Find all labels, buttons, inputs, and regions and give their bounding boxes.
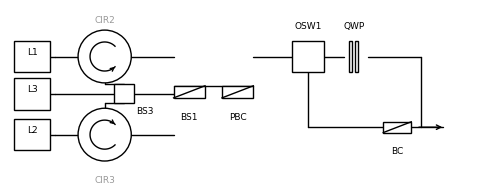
Text: L1: L1 — [27, 48, 37, 57]
Text: OSW1: OSW1 — [293, 22, 321, 31]
Text: L2: L2 — [27, 126, 37, 135]
Bar — [114, 84, 134, 103]
Bar — [173, 86, 205, 98]
Text: BS3: BS3 — [136, 107, 153, 116]
Bar — [14, 41, 50, 72]
Bar — [348, 41, 351, 72]
Bar — [354, 41, 357, 72]
Text: BC: BC — [390, 147, 403, 156]
Text: CIR2: CIR2 — [94, 16, 115, 24]
Text: PBC: PBC — [228, 113, 246, 122]
Text: QWP: QWP — [342, 22, 363, 31]
Bar — [382, 122, 410, 133]
Bar — [14, 78, 50, 110]
Bar — [291, 41, 323, 72]
Ellipse shape — [78, 30, 131, 83]
Text: CIR3: CIR3 — [94, 176, 115, 185]
Text: BS1: BS1 — [180, 113, 197, 122]
Bar — [14, 119, 50, 150]
Ellipse shape — [78, 108, 131, 161]
Bar — [222, 86, 253, 98]
Text: L3: L3 — [27, 85, 37, 94]
